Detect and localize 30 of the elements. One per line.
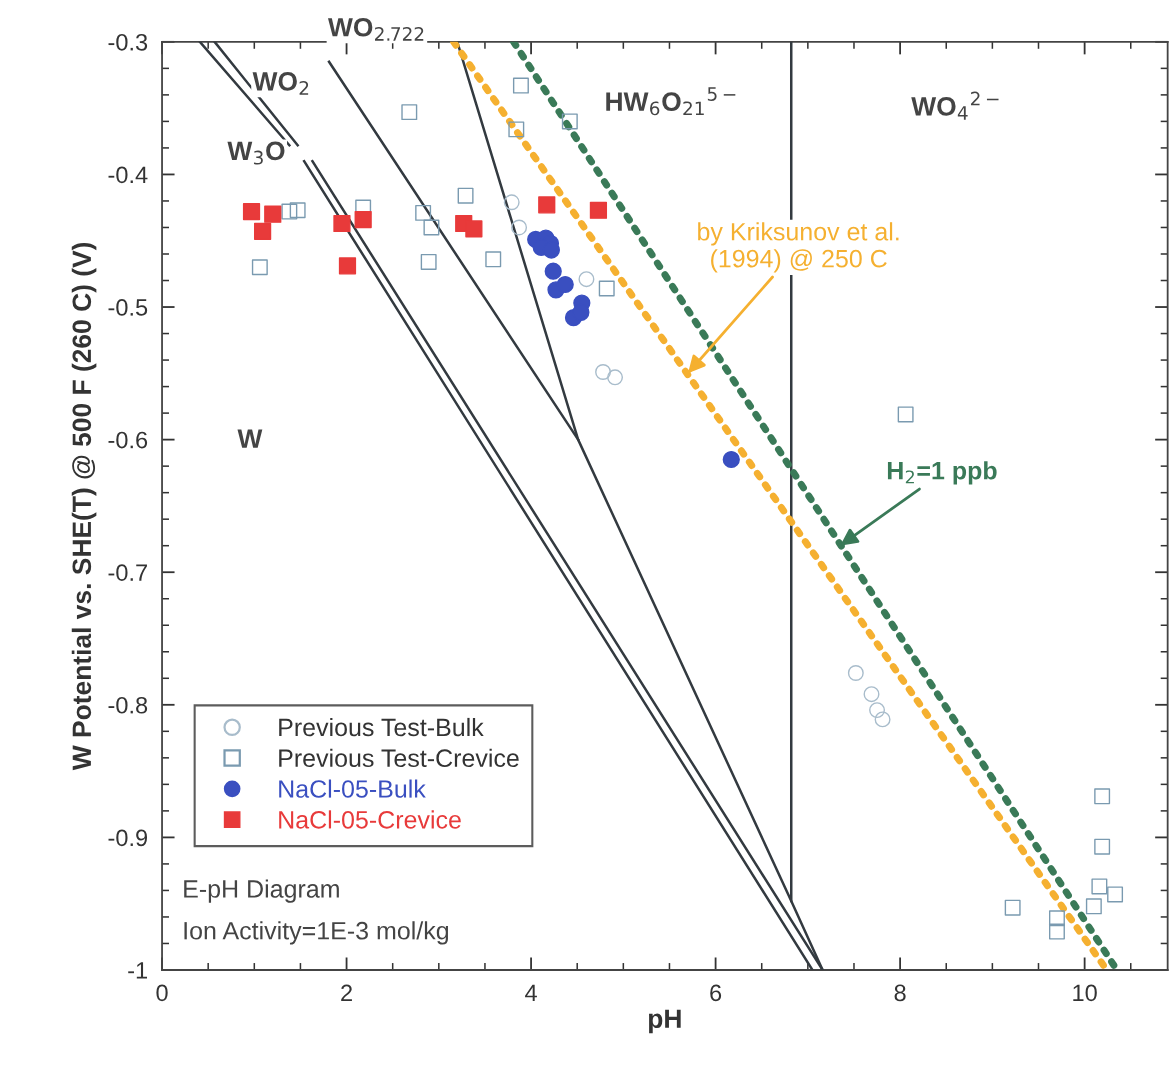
annotation: WO$_{4}$$^{2−}$ bbox=[911, 91, 999, 120]
annotation: by Kriksunov et al. (1994) @ 250 C bbox=[698, 222, 899, 273]
x-tick-label: 4 bbox=[525, 984, 537, 1001]
y-tick-label: -0.7 bbox=[108, 564, 147, 581]
legend-label: Previous Test-Crevice bbox=[279, 748, 519, 768]
annotation: WO$_{2}$ bbox=[252, 71, 309, 95]
legend-label: NaCl-05-Bulk bbox=[279, 779, 426, 798]
y-tick-label: -0.3 bbox=[108, 33, 148, 51]
y-tick-label: -0.6 bbox=[108, 431, 148, 449]
y-tick-label: -0.9 bbox=[108, 829, 148, 847]
legend-label: Previous Test-Bulk bbox=[279, 717, 484, 737]
x-tick-label: 8 bbox=[894, 984, 906, 1002]
x-tick-label: 2 bbox=[341, 984, 352, 1001]
annotation: Ion Activity=1E-3 mol/kg bbox=[184, 921, 449, 945]
annotation: E-pH Diagram bbox=[184, 879, 339, 903]
annotation: W bbox=[237, 429, 263, 448]
annotation: HW$_{6}$O$_{21}$$^{5−}$ bbox=[606, 87, 736, 116]
legend-label: NaCl-05-Crevice bbox=[279, 810, 461, 829]
y-tick-label: -0.8 bbox=[108, 696, 148, 714]
annotation: W$_{3}$O bbox=[227, 141, 285, 165]
x-axis-title: pH bbox=[649, 1009, 681, 1034]
annotation: H$_{2}$=1 ppb bbox=[887, 461, 997, 485]
y-tick-label: -1 bbox=[128, 962, 148, 979]
x-tick-label: 0 bbox=[156, 984, 168, 1002]
text: WO$_{2.722}$ bbox=[328, 17, 424, 41]
y-axis-title: W Potential vs. SHE(T) @ 500 F (260 C) (V) bbox=[71, 242, 97, 771]
x-tick-label: 10 bbox=[1073, 984, 1097, 1002]
y-tick-label: -0.5 bbox=[108, 299, 148, 316]
x-tick-label: 6 bbox=[710, 984, 722, 1002]
y-tick-label: -0.4 bbox=[108, 166, 148, 184]
